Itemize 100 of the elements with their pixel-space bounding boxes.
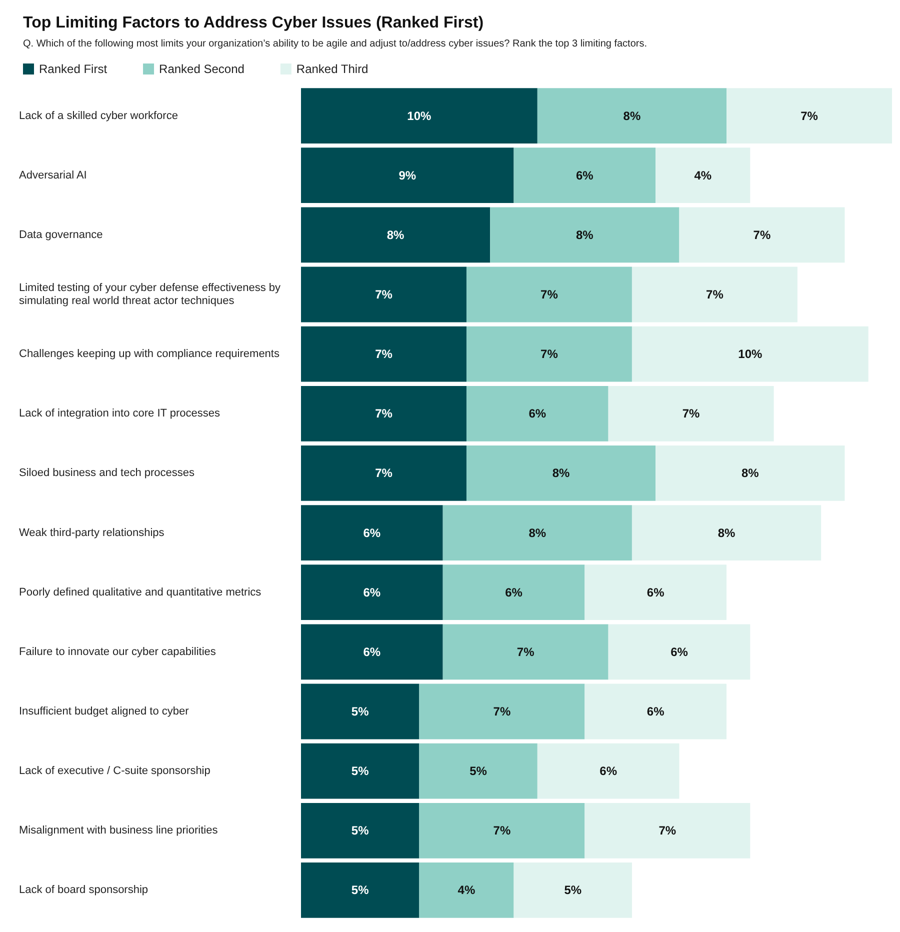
- data-label: 8%: [741, 466, 760, 480]
- data-label: 6%: [576, 168, 594, 182]
- y-tick-label: Challenges keeping up with compliance requirements: [19, 348, 280, 360]
- data-label: 7%: [516, 644, 535, 659]
- bar: [656, 148, 750, 204]
- bar: [514, 862, 632, 918]
- y-tick-label: Lack of board sponsorship: [19, 884, 148, 896]
- data-label: 7%: [493, 824, 511, 838]
- y-tick-label: Limited testing of your cyber defense effectiveness by simulating real world threat actor techniques: [19, 282, 284, 307]
- bar: [301, 148, 514, 204]
- data-label: 8%: [528, 526, 546, 540]
- bar: [490, 207, 680, 263]
- bar: [442, 505, 632, 560]
- bar: [419, 862, 514, 918]
- data-label: 5%: [351, 883, 370, 898]
- y-tick-label: Siloed business and tech processes: [19, 467, 195, 480]
- data-label: 4%: [694, 168, 712, 182]
- legend-label: Ranked First: [39, 62, 108, 76]
- bar: [584, 564, 727, 620]
- y-tick-label: Misalignment with business line priorities: [19, 824, 218, 837]
- data-label: 8%: [718, 526, 736, 540]
- bar: [679, 207, 845, 263]
- chart-title: Top Limiting Factors to Address Cyber Issues (Ranked First): [23, 14, 484, 32]
- bar: [419, 743, 538, 799]
- bar: [584, 802, 750, 858]
- chart-subtitle: Q. Which of the following most limits your organization’s ability to be agile and adjust to/address cyber issues? Rank the top 3 limiting factors.: [23, 38, 648, 50]
- bar: [466, 266, 632, 322]
- bar: [584, 684, 727, 740]
- data-label: 6%: [505, 585, 523, 600]
- data-label: 8%: [576, 228, 594, 242]
- bar: [301, 207, 490, 263]
- legend-label: Ranked Third: [296, 62, 368, 76]
- bar: [442, 624, 608, 680]
- data-label: 10%: [407, 108, 432, 123]
- data-label: 4%: [458, 883, 476, 898]
- data-label: 6%: [670, 644, 688, 659]
- data-label: 7%: [753, 228, 771, 242]
- data-label: 6%: [646, 704, 665, 718]
- y-tick-label: Adversarial AI: [19, 169, 87, 182]
- y-tick-label: Lack of a skilled cyber workforce: [19, 110, 178, 122]
- y-tick-label: Failure to innovate our cyber capabilities: [19, 646, 216, 658]
- data-label: 9%: [398, 168, 416, 182]
- data-label: 8%: [623, 108, 641, 123]
- data-label: 7%: [658, 824, 676, 838]
- bar: [301, 505, 443, 560]
- bar: [514, 148, 656, 204]
- data-label: 8%: [386, 228, 405, 242]
- data-label: 7%: [375, 466, 393, 480]
- data-label: 5%: [351, 824, 370, 838]
- bar: [419, 802, 585, 858]
- data-label: 8%: [552, 466, 570, 480]
- bar: [301, 862, 420, 918]
- y-tick-label: Weak third-party relationships: [19, 526, 165, 539]
- data-label: 5%: [351, 704, 370, 718]
- y-tick-label: Data governance: [19, 228, 103, 241]
- data-label: 6%: [528, 406, 546, 421]
- y-tick-label: Lack of integration into core IT processes: [19, 408, 220, 420]
- bar: [301, 266, 466, 322]
- bar: [301, 802, 420, 858]
- bar: [301, 326, 466, 382]
- y-tick-label: Poorly defined qualitative and quantitative metrics: [19, 586, 262, 598]
- bar: [632, 505, 822, 560]
- data-label: 7%: [375, 288, 393, 302]
- bar: [537, 743, 680, 799]
- data-label: 7%: [800, 108, 818, 123]
- data-label: 10%: [738, 347, 762, 362]
- bar: [632, 266, 798, 322]
- bar: [419, 684, 585, 740]
- data-label: 6%: [646, 585, 665, 600]
- bar: [466, 446, 656, 501]
- data-label: 7%: [375, 347, 393, 362]
- bar: [608, 624, 750, 680]
- bar: [608, 386, 774, 442]
- bar: [301, 88, 538, 144]
- bar: [726, 88, 892, 144]
- bar: [537, 88, 727, 144]
- data-label: 6%: [363, 644, 381, 659]
- bar: [301, 624, 443, 680]
- data-label: 5%: [470, 764, 488, 778]
- data-label: 5%: [351, 764, 370, 778]
- bar: [466, 326, 632, 382]
- data-label: 6%: [363, 585, 381, 600]
- bar: [442, 564, 585, 620]
- y-tick-label: Lack of executive / C-suite sponsorship: [19, 765, 210, 778]
- bar: [656, 446, 845, 501]
- data-label: 5%: [564, 883, 582, 898]
- data-label: 7%: [706, 288, 724, 302]
- legend-label: Ranked Second: [159, 62, 244, 76]
- data-label: 7%: [682, 406, 700, 421]
- bar: [632, 326, 868, 382]
- data-label: 7%: [493, 704, 511, 718]
- data-label: 7%: [375, 406, 393, 421]
- data-label: 7%: [540, 347, 558, 362]
- bar: [301, 446, 466, 501]
- bar: [301, 743, 420, 799]
- bar: [301, 564, 443, 620]
- bar: [301, 684, 420, 740]
- y-tick-label: Insufficient budget aligned to cyber: [19, 706, 190, 718]
- bar: [301, 386, 466, 442]
- data-label: 6%: [600, 764, 618, 778]
